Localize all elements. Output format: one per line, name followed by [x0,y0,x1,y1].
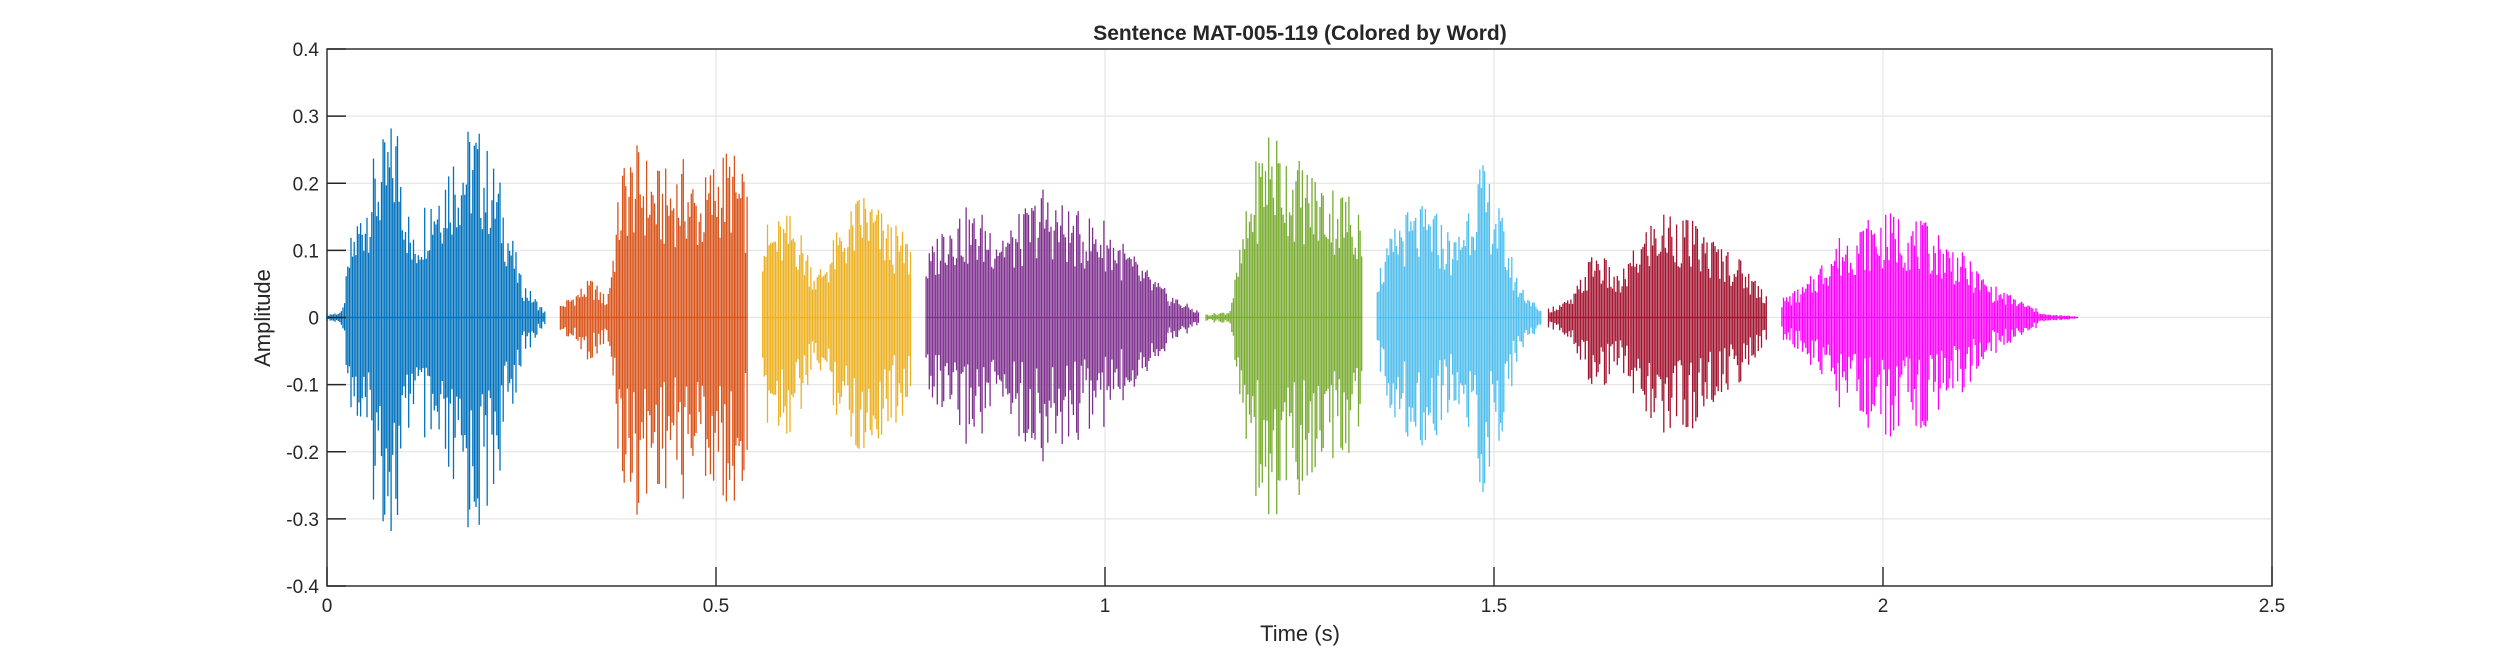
word-waveform-series-3 [762,198,912,449]
x-tick-label: 1.5 [1481,596,1507,617]
x-tick-label: 1 [1100,596,1111,617]
y-tick-label: 0.4 [293,40,320,61]
y-tick-label: -0.4 [286,577,319,598]
word-waveform-series-1 [326,128,546,532]
word-waveform-series-7 [1547,214,1767,433]
y-tick-label: 0 [308,309,319,330]
chart-title: Sentence MAT-005-119 (Colored by Word) [1093,22,1506,45]
y-tick-label: -0.2 [286,443,319,464]
x-tick-label: 2.5 [2259,596,2285,617]
y-tick-label: -0.3 [286,510,319,531]
word-waveform-series-4 [925,189,1200,462]
word-waveform-series-6 [1376,165,1542,492]
y-axis-label: Amplitude [250,269,275,367]
word-waveform-series-2 [559,145,748,515]
x-axis-label: Time (s) [1260,621,1340,646]
x-tick-label: 0.5 [703,596,729,617]
ticks: 0 0.5 1 1.5 2 2.5 -0.4 -0.3 -0.2 -0.1 0 0.1 0.2 0.3 0.… [286,40,2285,617]
y-tick-label: 0.3 [293,107,319,128]
x-tick-label: 0 [322,596,333,617]
word-waveform-series-5 [1205,137,1363,515]
word-waveform-series-8 [1781,213,2079,437]
waveform-series [326,128,2079,532]
x-tick-label: 2 [1878,596,1889,617]
y-tick-label: 0.1 [293,241,319,262]
y-tick-label: 0.2 [293,174,319,195]
y-tick-label: -0.1 [286,376,319,397]
